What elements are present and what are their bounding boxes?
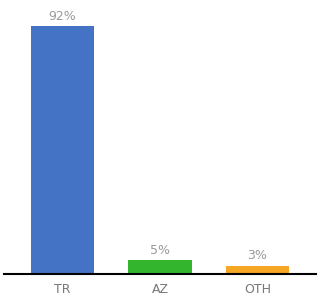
- Bar: [31, 26, 94, 274]
- Bar: [128, 260, 192, 274]
- Bar: [226, 266, 289, 274]
- Text: 3%: 3%: [247, 250, 267, 262]
- Text: 5%: 5%: [150, 244, 170, 257]
- Text: 92%: 92%: [49, 10, 76, 22]
